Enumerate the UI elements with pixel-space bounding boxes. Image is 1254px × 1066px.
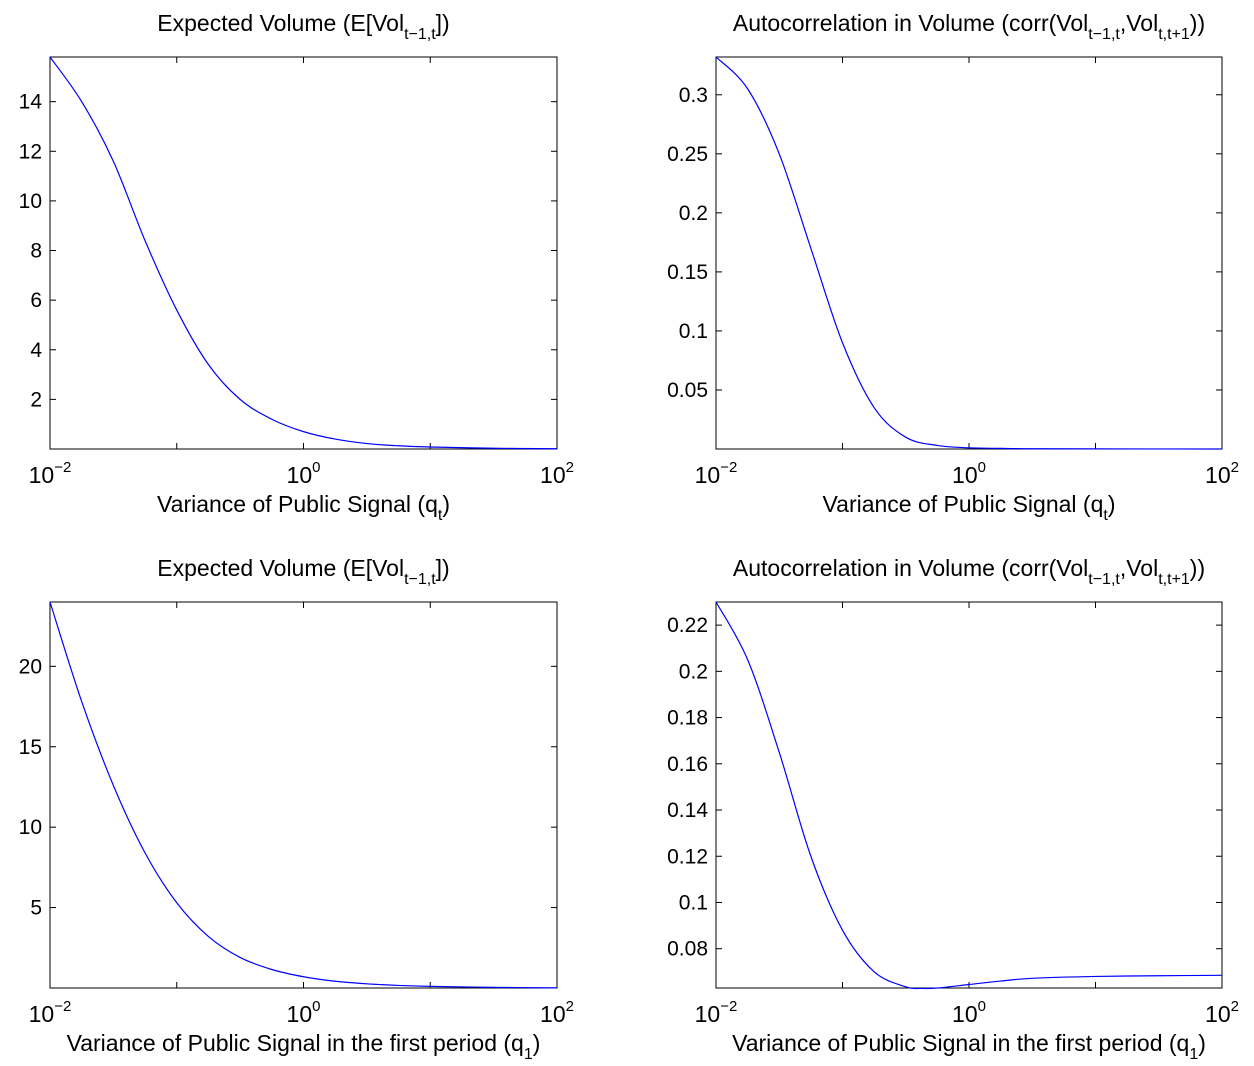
series-line-1: [715, 601, 1223, 990]
y-tick-label: 0.16: [667, 753, 708, 776]
plot-frame: [715, 56, 1223, 450]
x-tick-label: 10−2: [695, 459, 738, 488]
y-tick-label: 14: [19, 91, 43, 114]
x-tick-label: 10−2: [29, 459, 72, 488]
series-line-1: [49, 601, 558, 989]
x-tick-label: 102: [540, 459, 574, 488]
y-tick-label: 2: [30, 388, 42, 411]
x-axis-label: Variance of Public Signal (qt): [823, 491, 1116, 524]
x-tick-label: 102: [540, 998, 574, 1027]
x-tick-label: 100: [952, 998, 986, 1027]
y-tick-label: 0.25: [667, 143, 708, 166]
y-tick-label: 0.1: [679, 320, 708, 343]
chart-panel-4: Autocorrelation in Volume (corr(Volt−1,t…: [667, 555, 1239, 1063]
x-tick-label: 100: [287, 998, 321, 1027]
x-tick-label: 10−2: [29, 998, 72, 1027]
chart-panel-2: Autocorrelation in Volume (corr(Volt−1,t…: [667, 10, 1239, 524]
y-tick-label: 12: [19, 140, 42, 163]
chart-title: Autocorrelation in Volume (corr(Volt−1,t…: [733, 555, 1205, 588]
x-tick-label: 10−2: [695, 998, 738, 1027]
y-tick-label: 0.05: [667, 379, 708, 402]
plot-frame: [49, 56, 558, 450]
x-axis-label: Variance of Public Signal in the first p…: [67, 1030, 541, 1063]
chart-title: Expected Volume (E[Volt−1,t]): [157, 555, 449, 588]
y-tick-label: 10: [19, 816, 42, 839]
chart-panel-3: Expected Volume (E[Volt−1,t]) Variance of…: [19, 555, 574, 1063]
y-tick-label: 0.18: [667, 707, 708, 730]
y-tick-label: 5: [30, 897, 42, 920]
y-tick-label: 15: [19, 736, 42, 759]
y-tick-label: 6: [30, 289, 42, 312]
y-tick-label: 0.14: [667, 799, 708, 822]
y-tick-label: 4: [30, 339, 42, 362]
x-tick-label: 100: [952, 459, 986, 488]
x-axis-label: Variance of Public Signal in the first p…: [732, 1030, 1206, 1063]
y-tick-label: 0.3: [679, 84, 708, 107]
y-tick-label: 0.08: [667, 938, 708, 961]
x-tick-label: 102: [1205, 998, 1239, 1027]
y-tick-label: 0.1: [679, 891, 708, 914]
y-tick-label: 0.2: [679, 660, 708, 683]
y-tick-label: 0.22: [667, 614, 708, 637]
x-tick-label: 100: [287, 459, 321, 488]
y-tick-label: 20: [19, 655, 42, 678]
plot-frame: [49, 601, 558, 989]
y-tick-label: 0.2: [679, 202, 708, 225]
series-line-1: [49, 56, 558, 450]
chart-panel-1: Expected Volume (E[Volt−1,t]) Variance of…: [19, 10, 574, 524]
chart-title: Expected Volume (E[Volt−1,t]): [157, 10, 449, 43]
y-tick-label: 0.12: [667, 845, 708, 868]
x-axis-label: Variance of Public Signal (qt): [157, 491, 450, 524]
chart-title: Autocorrelation in Volume (corr(Volt−1,t…: [733, 10, 1205, 43]
y-tick-label: 8: [30, 240, 42, 263]
y-tick-label: 10: [19, 190, 42, 213]
y-tick-label: 0.15: [667, 261, 708, 284]
x-tick-label: 102: [1205, 459, 1239, 488]
series-line-1: [715, 56, 1223, 450]
